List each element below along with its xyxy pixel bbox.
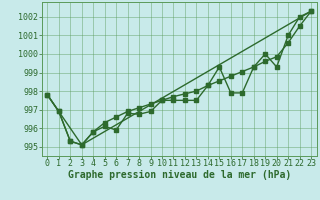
X-axis label: Graphe pression niveau de la mer (hPa): Graphe pression niveau de la mer (hPa) [68, 170, 291, 180]
